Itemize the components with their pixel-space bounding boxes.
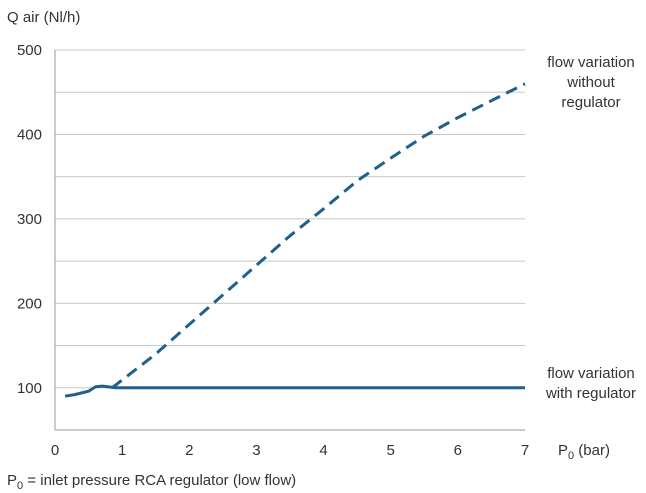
series-line-without <box>111 82 526 389</box>
x-axis-label-unit: (bar) <box>574 442 610 459</box>
footnote-subscript: 0 <box>17 480 23 492</box>
footnote-text: = inlet pressure RCA regulator (low flow… <box>23 472 296 489</box>
series-lines <box>64 82 526 398</box>
annotation-without-line-3: regulator <box>561 94 620 111</box>
y-tick-label: 500 <box>17 42 42 59</box>
x-tick-label: 5 <box>387 442 395 459</box>
y-tick-label: 300 <box>17 211 42 228</box>
annotation-without-line-2: without <box>566 74 615 91</box>
annotation-with-regulator: flow variation with regulator <box>545 365 636 402</box>
y-axis-label: Q air (Nl/h) <box>7 9 80 26</box>
y-tick-label: 200 <box>17 295 42 312</box>
x-axis-label-main: P <box>558 442 568 459</box>
annotation-without-regulator: flow variation without regulator <box>547 54 635 111</box>
x-tick-label: 1 <box>118 442 126 459</box>
x-tick-label: 7 <box>521 442 529 459</box>
x-tick-label: 4 <box>319 442 327 459</box>
footnote: P0 = inlet pressure RCA regulator (low f… <box>7 472 296 492</box>
series-line-with <box>64 384 525 398</box>
x-tick-label: 0 <box>51 442 59 459</box>
annotation-with-line-1: flow variation <box>547 365 635 382</box>
x-tick-label: 3 <box>252 442 260 459</box>
x-tick-label: 6 <box>454 442 462 459</box>
tick-labels: 100 200 300 400 500 0 1 2 3 4 5 6 7 <box>17 42 529 459</box>
y-tick-label: 100 <box>17 380 42 397</box>
footnote-main: P <box>7 472 17 489</box>
grid-lines <box>54 49 525 430</box>
annotation-without-line-1: flow variation <box>547 54 635 71</box>
annotation-with-line-2: with regulator <box>545 385 636 402</box>
x-axis-label: P0 (bar) <box>558 442 610 462</box>
y-tick-label: 400 <box>17 126 42 143</box>
x-axis-label-subscript: 0 <box>568 450 574 462</box>
x-tick-label: 2 <box>185 442 193 459</box>
